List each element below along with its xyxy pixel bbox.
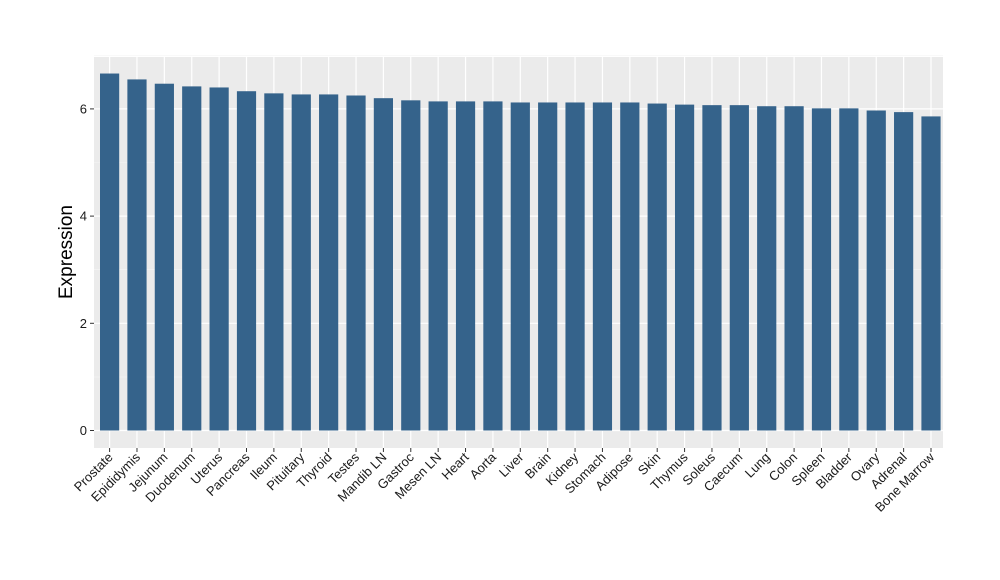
bar xyxy=(346,95,366,431)
bar xyxy=(894,112,914,431)
bars xyxy=(100,73,941,431)
bar xyxy=(866,110,886,431)
bar xyxy=(811,108,832,431)
y-axis: 0 2 4 6 xyxy=(80,101,94,438)
bar xyxy=(538,102,558,431)
y-axis-title: Expression xyxy=(56,205,77,299)
bar xyxy=(757,106,777,431)
bar xyxy=(401,100,421,431)
bar xyxy=(620,102,640,431)
bar xyxy=(373,98,393,431)
bar xyxy=(592,102,613,431)
bar xyxy=(565,102,585,431)
bar xyxy=(921,116,941,431)
y-tick-label: 0 xyxy=(80,423,87,438)
bar xyxy=(127,79,147,431)
x-tick-label: Aorta xyxy=(466,449,499,482)
bar xyxy=(702,105,722,431)
x-tick-label: Heart xyxy=(439,449,472,482)
bar xyxy=(729,105,749,431)
bar xyxy=(455,101,476,431)
bar xyxy=(182,86,202,431)
bar xyxy=(784,106,804,431)
y-tick-label: 2 xyxy=(80,316,87,331)
bar xyxy=(674,104,695,431)
bar xyxy=(483,101,503,431)
bar xyxy=(154,83,174,431)
bar xyxy=(647,103,667,431)
bar xyxy=(839,108,859,431)
y-tick-label: 6 xyxy=(80,101,87,116)
bar xyxy=(428,101,448,431)
bar xyxy=(264,93,284,431)
bar xyxy=(100,73,120,431)
bar xyxy=(510,102,530,431)
y-tick-label: 4 xyxy=(80,209,87,224)
bar xyxy=(236,91,257,431)
bar xyxy=(291,94,311,431)
x-axis: ProstateEpididymisJejunumDuodenumUterusP… xyxy=(71,448,938,515)
x-tick-label: Liver xyxy=(496,449,527,480)
bar xyxy=(209,87,229,431)
bar xyxy=(319,94,339,431)
